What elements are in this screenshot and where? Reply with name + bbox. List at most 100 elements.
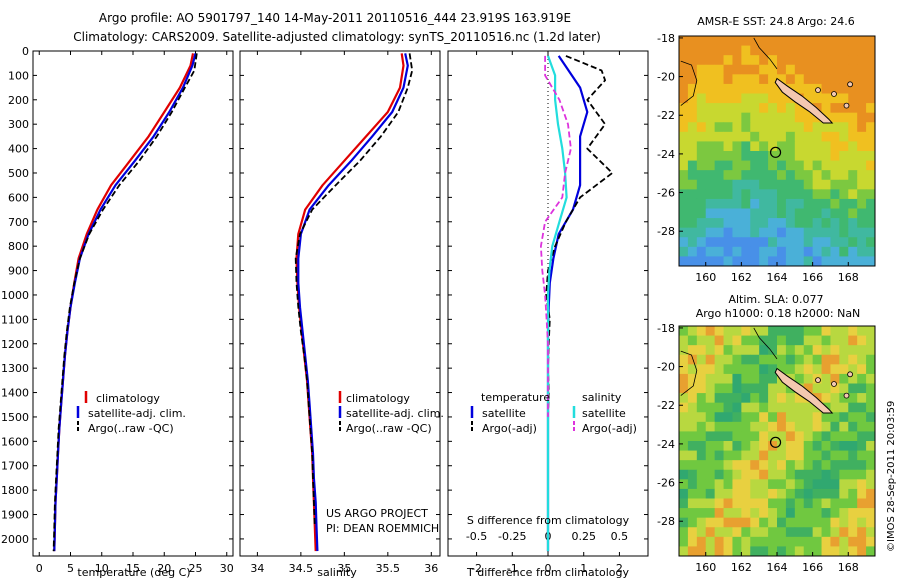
map-cell [857, 170, 867, 181]
map-cell [848, 479, 858, 490]
map-cell [803, 431, 814, 442]
map-cell [714, 431, 724, 442]
map-cell [696, 345, 707, 356]
map-cell [732, 55, 742, 66]
map-cell [714, 345, 724, 356]
map-cell [741, 246, 751, 257]
map-cell [812, 218, 822, 229]
map-cell [714, 256, 724, 267]
y-tick-label: 1600 [1, 435, 29, 448]
map-cell [714, 517, 724, 528]
map-cell [839, 93, 849, 104]
map-cell [750, 364, 760, 375]
map-cell [777, 402, 787, 413]
map-cell [741, 546, 751, 557]
map-cell [812, 479, 822, 490]
map-cell [857, 345, 867, 356]
map-cell [821, 469, 831, 480]
map-cell [696, 421, 707, 432]
sst-map: AMSR-E SST: 24.8 Argo: 24.6 160 162 164 166… [657, 15, 876, 284]
map-cell [812, 74, 822, 85]
map-cell [857, 335, 867, 346]
map-cell [750, 326, 760, 336]
map-cell [803, 131, 814, 142]
map-cell [750, 246, 760, 257]
map-cell [705, 335, 716, 346]
map-cell [741, 517, 751, 528]
map-cell [714, 421, 724, 432]
map-cell [679, 431, 689, 442]
map-x-tick-label: 168 [838, 561, 859, 574]
map-x-tick-label: 160 [695, 271, 716, 284]
map-cell [768, 64, 778, 75]
map-cell [696, 498, 707, 509]
map-cell [679, 488, 689, 499]
map-cell [696, 93, 707, 104]
map-cell [839, 536, 849, 547]
map-cell [679, 536, 689, 547]
x-tick-label: 0 [36, 562, 43, 575]
map-cell [785, 364, 796, 375]
map-cell [759, 74, 769, 85]
map-cell [866, 112, 876, 123]
map-cell [679, 93, 689, 104]
map-cell [857, 179, 867, 190]
map-cell [768, 122, 778, 133]
map-cell [857, 383, 867, 394]
map-cell [696, 536, 707, 547]
map-cell [696, 160, 707, 171]
x-tick-label: 30 [220, 562, 234, 575]
map-cell [848, 335, 858, 346]
map-cell [794, 122, 805, 133]
map-cell [848, 131, 858, 142]
map-cell [803, 326, 814, 336]
map-cell [794, 508, 805, 519]
map-cell [741, 527, 751, 538]
map-cell [866, 412, 876, 423]
map-cell [741, 431, 751, 442]
map-cell [848, 546, 858, 557]
map-cell [785, 237, 796, 248]
map-cell [705, 508, 716, 519]
map-cell [812, 517, 822, 528]
map-cell [794, 373, 805, 384]
map-cell [830, 326, 840, 336]
legend-label-t-satellite: satellite [482, 407, 526, 420]
map-cell [750, 198, 760, 209]
map-cell [803, 373, 814, 384]
map-cell [696, 393, 707, 404]
map-cell [866, 421, 876, 432]
map-cell [794, 517, 805, 528]
map-cell [696, 441, 707, 451]
map-cell [777, 441, 787, 451]
map-cell [839, 450, 849, 461]
map-cell [679, 170, 689, 181]
map-cell [857, 364, 867, 375]
map-cell [723, 498, 733, 509]
map-cell [723, 131, 733, 142]
map-cell [741, 160, 751, 171]
map-cell [794, 345, 805, 356]
map-cell [732, 421, 742, 432]
map-cell [705, 237, 716, 248]
map-cell [821, 170, 831, 181]
map-cell [777, 460, 787, 471]
map-cell [687, 218, 698, 229]
map-cell [768, 237, 778, 248]
map-cell [714, 450, 724, 461]
map-cell [759, 189, 769, 200]
map-cell [830, 246, 840, 257]
map-cell [714, 527, 724, 538]
map-cell [732, 227, 742, 238]
map-cell [679, 373, 689, 384]
map-cell [705, 141, 716, 152]
map-cell [785, 345, 796, 356]
map-cell [821, 246, 831, 257]
map-cell [741, 412, 751, 423]
map-cell [705, 131, 716, 142]
map-cell [732, 122, 742, 133]
map-cell [696, 131, 707, 142]
map-cell [741, 373, 751, 384]
map-cell [687, 546, 698, 557]
map-cell [679, 402, 689, 413]
